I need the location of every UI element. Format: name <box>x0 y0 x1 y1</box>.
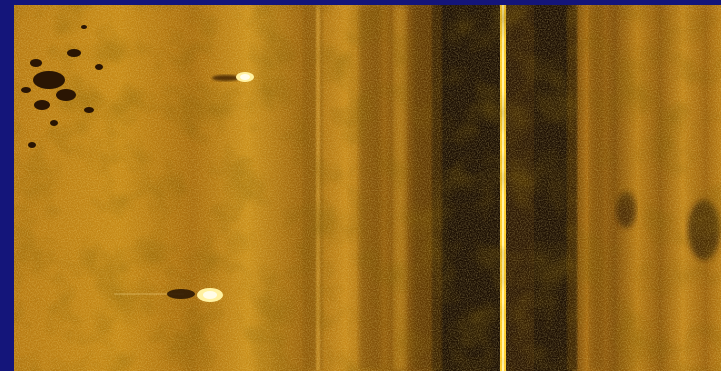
rock-debris <box>21 25 103 148</box>
sonar-target-lower <box>114 288 223 302</box>
sonar-target-upper <box>212 72 254 82</box>
sonar-image <box>14 5 721 371</box>
